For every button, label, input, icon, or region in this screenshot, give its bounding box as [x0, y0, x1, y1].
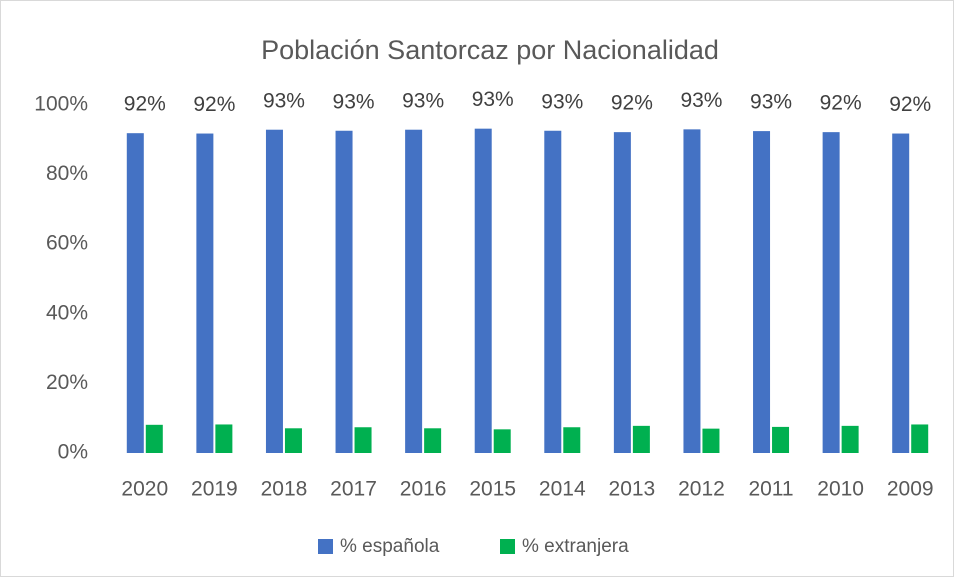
bar — [841, 425, 859, 453]
bar — [474, 128, 492, 453]
bar — [753, 131, 771, 453]
x-tick-label: 2017 — [330, 478, 377, 501]
bar — [822, 132, 840, 454]
bar — [772, 426, 790, 453]
y-tick-label: 20% — [46, 371, 88, 394]
chart-title: Población Santorcaz por Nacionalidad — [261, 35, 719, 65]
bar — [892, 133, 910, 453]
y-tick-label: 100% — [34, 93, 88, 116]
bar — [126, 133, 144, 454]
bar — [424, 428, 442, 453]
legend-swatch — [318, 539, 333, 554]
legend-label: % extranjera — [522, 536, 629, 557]
data-label: 93% — [402, 89, 444, 112]
x-tick-label: 2011 — [748, 478, 793, 501]
bar — [613, 132, 631, 454]
x-tick-label: 2018 — [261, 478, 308, 501]
data-label: 93% — [680, 89, 722, 112]
bar — [563, 427, 581, 453]
data-label: 92% — [124, 93, 166, 116]
bar — [265, 129, 283, 453]
x-tick-label: 2013 — [609, 478, 656, 501]
data-label: 93% — [472, 88, 514, 111]
bar — [405, 129, 423, 453]
data-label: 93% — [333, 90, 375, 113]
bar — [544, 130, 562, 453]
bar — [683, 129, 701, 454]
data-label: 92% — [193, 93, 235, 116]
x-tick-label: 2020 — [121, 478, 168, 501]
x-tick-label: 2009 — [887, 478, 934, 501]
bar — [493, 429, 511, 453]
data-label: 93% — [750, 91, 792, 114]
bar — [335, 130, 353, 453]
bar — [354, 427, 372, 453]
y-tick-label: 0% — [58, 441, 88, 464]
bar — [196, 133, 214, 453]
y-tick-label: 40% — [46, 301, 88, 324]
bar — [145, 424, 163, 453]
x-tick-label: 2019 — [191, 478, 238, 501]
data-label: 92% — [820, 92, 862, 115]
x-tick-label: 2010 — [817, 478, 864, 501]
data-label: 93% — [541, 90, 583, 113]
legend-label: % española — [340, 536, 440, 557]
x-tick-label: 2015 — [469, 478, 516, 501]
y-tick-label: 80% — [46, 162, 88, 185]
bar — [911, 424, 929, 453]
legend-swatch — [500, 539, 515, 554]
bar — [284, 428, 302, 453]
data-label: 92% — [889, 93, 931, 116]
data-label: 93% — [263, 89, 305, 112]
x-tick-label: 2014 — [539, 478, 586, 501]
x-tick-label: 2012 — [678, 478, 725, 501]
data-label: 92% — [611, 92, 653, 115]
bar — [702, 428, 720, 453]
bar — [632, 425, 650, 453]
y-tick-label: 60% — [46, 232, 88, 255]
x-tick-label: 2016 — [400, 478, 447, 501]
bar — [215, 424, 233, 453]
